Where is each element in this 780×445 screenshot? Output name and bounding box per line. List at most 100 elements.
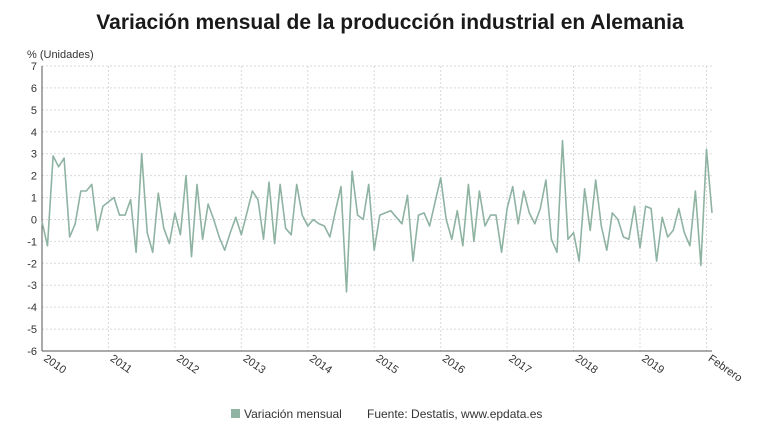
- data-point: [163, 227, 165, 229]
- data-point: [412, 260, 414, 262]
- source-label: Fuente: Destatis, www.epdata.es: [367, 407, 542, 421]
- data-point: [517, 223, 519, 225]
- data-point: [251, 190, 253, 192]
- data-point: [279, 183, 281, 185]
- data-point: [207, 203, 209, 205]
- data-point: [235, 216, 237, 218]
- data-point: [456, 209, 458, 211]
- data-point: [401, 223, 403, 225]
- data-point: [262, 238, 264, 240]
- data-point: [257, 199, 259, 201]
- data-point: [700, 264, 702, 266]
- data-point: [678, 207, 680, 209]
- data-point: [462, 245, 464, 247]
- data-point: [246, 212, 248, 214]
- x-tick-label: 2011: [108, 353, 134, 376]
- data-point: [417, 214, 419, 216]
- data-point: [572, 231, 574, 233]
- data-point: [329, 236, 331, 238]
- data-point: [495, 214, 497, 216]
- x-tick-label: 2018: [573, 353, 600, 377]
- data-point: [550, 238, 552, 240]
- y-tick-label: 2: [31, 171, 37, 183]
- data-point: [545, 179, 547, 181]
- data-point: [567, 238, 569, 240]
- data-point: [511, 185, 513, 187]
- data-point: [561, 139, 563, 141]
- x-axis-ticks: 2010 2011 2012 2013 2014 2015 2016 2017 2018 2019…: [41, 353, 744, 385]
- x-tick-label: 2014: [307, 353, 334, 377]
- data-point: [135, 251, 137, 253]
- data-point: [539, 207, 541, 209]
- data-point: [356, 214, 358, 216]
- data-point: [301, 214, 303, 216]
- data-point: [334, 209, 336, 211]
- y-axis-label: % (Unidades): [27, 49, 94, 61]
- data-point: [80, 190, 82, 192]
- chart-title: Variación mensual de la producción indus…: [96, 11, 684, 34]
- data-point: [606, 249, 608, 251]
- y-tick-label: 7: [31, 61, 37, 73]
- data-point: [68, 236, 70, 238]
- x-tick-label: 2017: [506, 353, 533, 377]
- data-point: [351, 170, 353, 172]
- data-point: [622, 236, 624, 238]
- data-point: [423, 212, 425, 214]
- y-tick-label: -6: [27, 346, 37, 358]
- x-tick-label: 2016: [440, 353, 467, 377]
- data-point: [190, 256, 192, 258]
- data-point: [212, 218, 214, 220]
- y-tick-label: -4: [27, 302, 37, 314]
- data-point: [113, 196, 115, 198]
- data-point: [478, 190, 480, 192]
- data-point: [711, 212, 713, 214]
- data-point: [589, 229, 591, 231]
- data-point: [434, 201, 436, 203]
- data-point: [534, 223, 536, 225]
- data-point: [74, 223, 76, 225]
- data-point: [201, 238, 203, 240]
- data-point: [705, 148, 707, 150]
- data-point: [373, 249, 375, 251]
- data-point: [323, 225, 325, 227]
- data-point: [556, 251, 558, 253]
- data-point: [174, 212, 176, 214]
- data-point: [689, 245, 691, 247]
- data-point: [185, 174, 187, 176]
- data-point: [667, 236, 669, 238]
- data-point: [583, 188, 585, 190]
- data-point: [91, 183, 93, 185]
- data-point: [52, 155, 54, 157]
- x-tick-label: Febrero: [706, 353, 744, 385]
- data-point: [41, 220, 43, 222]
- data-point: [296, 183, 298, 185]
- data-point: [157, 192, 159, 194]
- y-tick-label: -3: [27, 280, 37, 292]
- data-point: [140, 152, 142, 154]
- data-point: [384, 212, 386, 214]
- data-point: [528, 212, 530, 214]
- data-point: [406, 194, 408, 196]
- y-tick-label: 1: [31, 193, 37, 205]
- data-point: [273, 242, 275, 244]
- data-point: [600, 225, 602, 227]
- data-point: [57, 166, 59, 168]
- y-tick-label: 5: [31, 105, 37, 117]
- y-tick-label: 6: [31, 83, 37, 95]
- data-point: [96, 229, 98, 231]
- data-point: [644, 205, 646, 207]
- y-tick-label: -2: [27, 258, 37, 270]
- data-point: [683, 231, 685, 233]
- data-point: [473, 240, 475, 242]
- data-point: [129, 199, 131, 201]
- data-point: [46, 245, 48, 247]
- series-line-variacion-mensual: [41, 139, 713, 293]
- legend-label-series: Variación mensual: [244, 407, 342, 421]
- x-tick-label: 2012: [174, 353, 201, 377]
- data-point: [467, 183, 469, 185]
- data-point: [500, 251, 502, 253]
- data-point: [146, 231, 148, 233]
- data-point: [107, 201, 109, 203]
- y-tick-label: -1: [27, 236, 37, 248]
